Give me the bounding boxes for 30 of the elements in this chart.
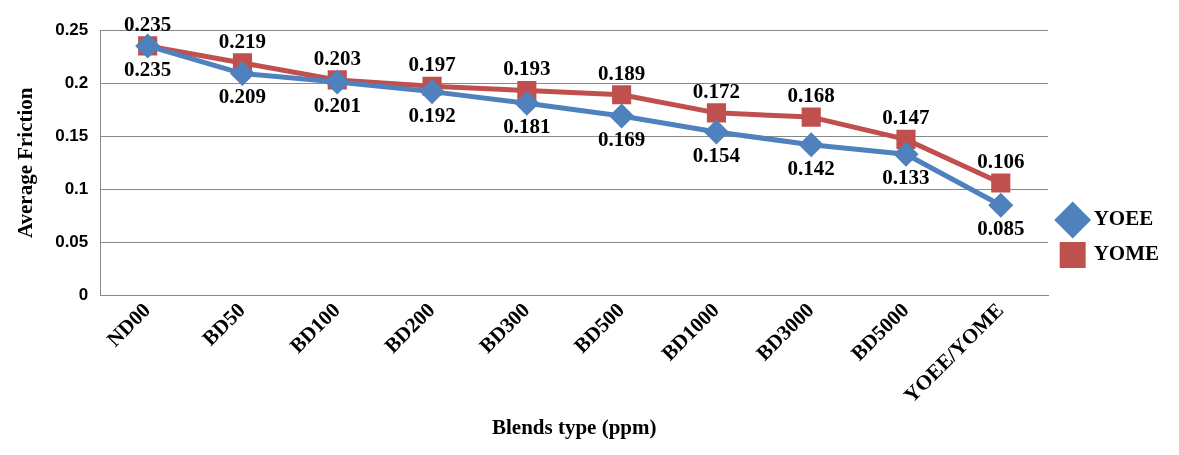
- y-tick-label: 0.05: [55, 232, 89, 252]
- data-label: 0.168: [787, 83, 835, 108]
- data-label: 0.235: [124, 56, 172, 81]
- y-tick-label: 0.25: [55, 19, 89, 39]
- data-label: 0.201: [313, 92, 361, 117]
- data-label: 0.203: [313, 45, 361, 70]
- data-label: 0.192: [408, 102, 456, 127]
- y-tick-label: 0.1: [64, 179, 89, 199]
- data-label: 0.219: [218, 28, 267, 53]
- data-label: 0.193: [503, 56, 551, 81]
- data-label: 0.235: [124, 11, 172, 36]
- y-tick-label: 0.2: [64, 72, 89, 92]
- data-label: 0.142: [787, 155, 835, 180]
- data-label: 0.209: [218, 84, 267, 109]
- legend-label: YOEE: [1093, 206, 1154, 231]
- y-tick-label: 0.15: [55, 125, 89, 145]
- data-label: 0.189: [598, 60, 646, 85]
- data-label: 0.147: [882, 105, 930, 130]
- y-axis-title: Average Friction: [13, 87, 38, 239]
- data-label: 0.172: [692, 78, 741, 103]
- data-label: 0.085: [977, 216, 1025, 241]
- data-label: 0.154: [692, 142, 741, 167]
- data-label: 0.106: [977, 148, 1025, 173]
- y-tick-label: 0: [78, 285, 89, 305]
- data-label: 0.181: [503, 114, 551, 139]
- data-label: 0.197: [408, 52, 456, 77]
- data-label: 0.169: [598, 126, 646, 151]
- x-axis-title: Blends type (ppm): [491, 414, 657, 439]
- legend-label: YOME: [1093, 241, 1159, 266]
- data-label: 0.133: [882, 165, 930, 190]
